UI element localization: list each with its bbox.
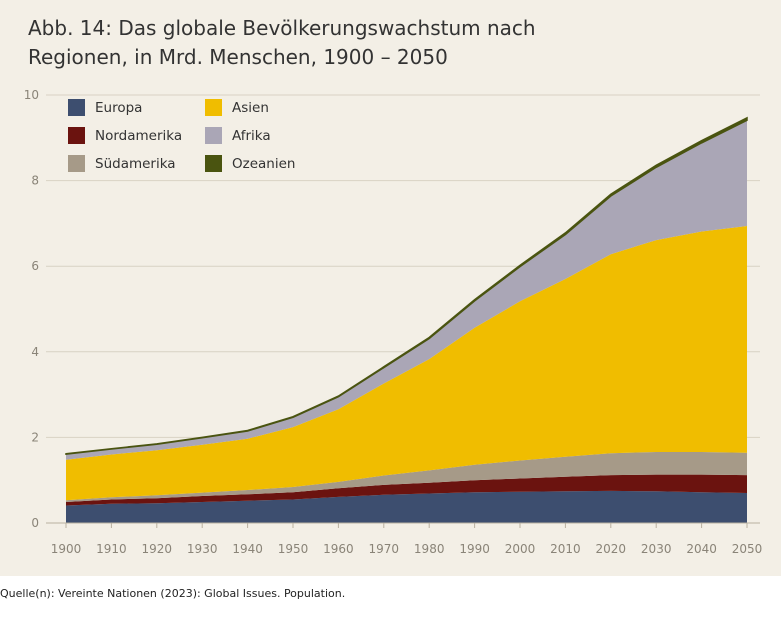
legend-swatch: [68, 99, 85, 116]
y-tick-label-6: 6: [31, 259, 39, 273]
legend-swatch: [205, 155, 222, 172]
y-tick-label-2: 2: [31, 430, 39, 444]
chart-title-line-2: Regionen, in Mrd. Menschen, 1900 – 2050: [28, 45, 448, 69]
x-tick-label-2000: 2000: [505, 542, 536, 556]
x-tick-label-1930: 1930: [187, 542, 218, 556]
legend-label: Nordamerika: [95, 127, 183, 144]
chart-legend: Europa Asien Nordamerika Afrika Südamerika Oz…: [68, 98, 338, 173]
series-area-ozeanien: [65, 116, 748, 455]
y-tick-label-4: 4: [31, 345, 39, 359]
legend-item-südamerika: Südamerika: [68, 154, 205, 173]
legend-item-afrika: Afrika: [205, 126, 338, 145]
x-tick-label-2010: 2010: [550, 542, 581, 556]
legend-item-nordamerika: Nordamerika: [68, 126, 205, 145]
legend-swatch: [205, 127, 222, 144]
x-tick-label-1960: 1960: [323, 542, 354, 556]
legend-item-asien: Asien: [205, 98, 338, 117]
source-note: Quelle(n): Vereinte Nationen (2023): Glo…: [0, 587, 346, 600]
legend-label: Afrika: [232, 127, 271, 144]
series-area-südamerika: [66, 452, 747, 502]
legend-label: Ozeanien: [232, 155, 296, 172]
x-tick-label-1920: 1920: [142, 542, 173, 556]
legend-item-europa: Europa: [68, 98, 205, 117]
x-tick-label-2050: 2050: [732, 542, 763, 556]
chart-title-line-1: Abb. 14: Das globale Bevölkerungswachstu…: [28, 16, 536, 40]
stacked-area-chart: 1900 1910 1920 1930 1940 1950 1960 1970 1980 1990…: [24, 88, 763, 556]
x-tick-label-2030: 2030: [641, 542, 672, 556]
y-tick-label-10: 10: [24, 88, 39, 102]
x-tick-label-1940: 1940: [232, 542, 263, 556]
x-tick-label-1980: 1980: [414, 542, 445, 556]
x-tick-label-1950: 1950: [278, 542, 309, 556]
series-area-nordamerika: [66, 474, 747, 506]
legend-item-ozeanien: Ozeanien: [205, 154, 338, 173]
x-tick-label-1990: 1990: [459, 542, 490, 556]
series-area-asien: [66, 226, 747, 501]
x-tick-label-1970: 1970: [369, 542, 400, 556]
x-tick-label-2020: 2020: [596, 542, 627, 556]
legend-label: Europa: [95, 99, 143, 116]
y-tick-label-8: 8: [31, 174, 39, 188]
x-tick-label-1900: 1900: [51, 542, 82, 556]
chart-title: Abb. 14: Das globale Bevölkerungswachstu…: [28, 14, 588, 72]
legend-swatch: [68, 155, 85, 172]
chart-panel: Abb. 14: Das globale Bevölkerungswachstu…: [0, 0, 781, 576]
legend-swatch: [205, 99, 222, 116]
series-area-europa: [66, 490, 747, 523]
legend-label: Asien: [232, 99, 269, 116]
x-tick-label-2040: 2040: [686, 542, 717, 556]
legend-swatch: [68, 127, 85, 144]
y-tick-label-0: 0: [31, 516, 39, 530]
legend-label: Südamerika: [95, 155, 176, 172]
x-tick-label-1910: 1910: [96, 542, 127, 556]
